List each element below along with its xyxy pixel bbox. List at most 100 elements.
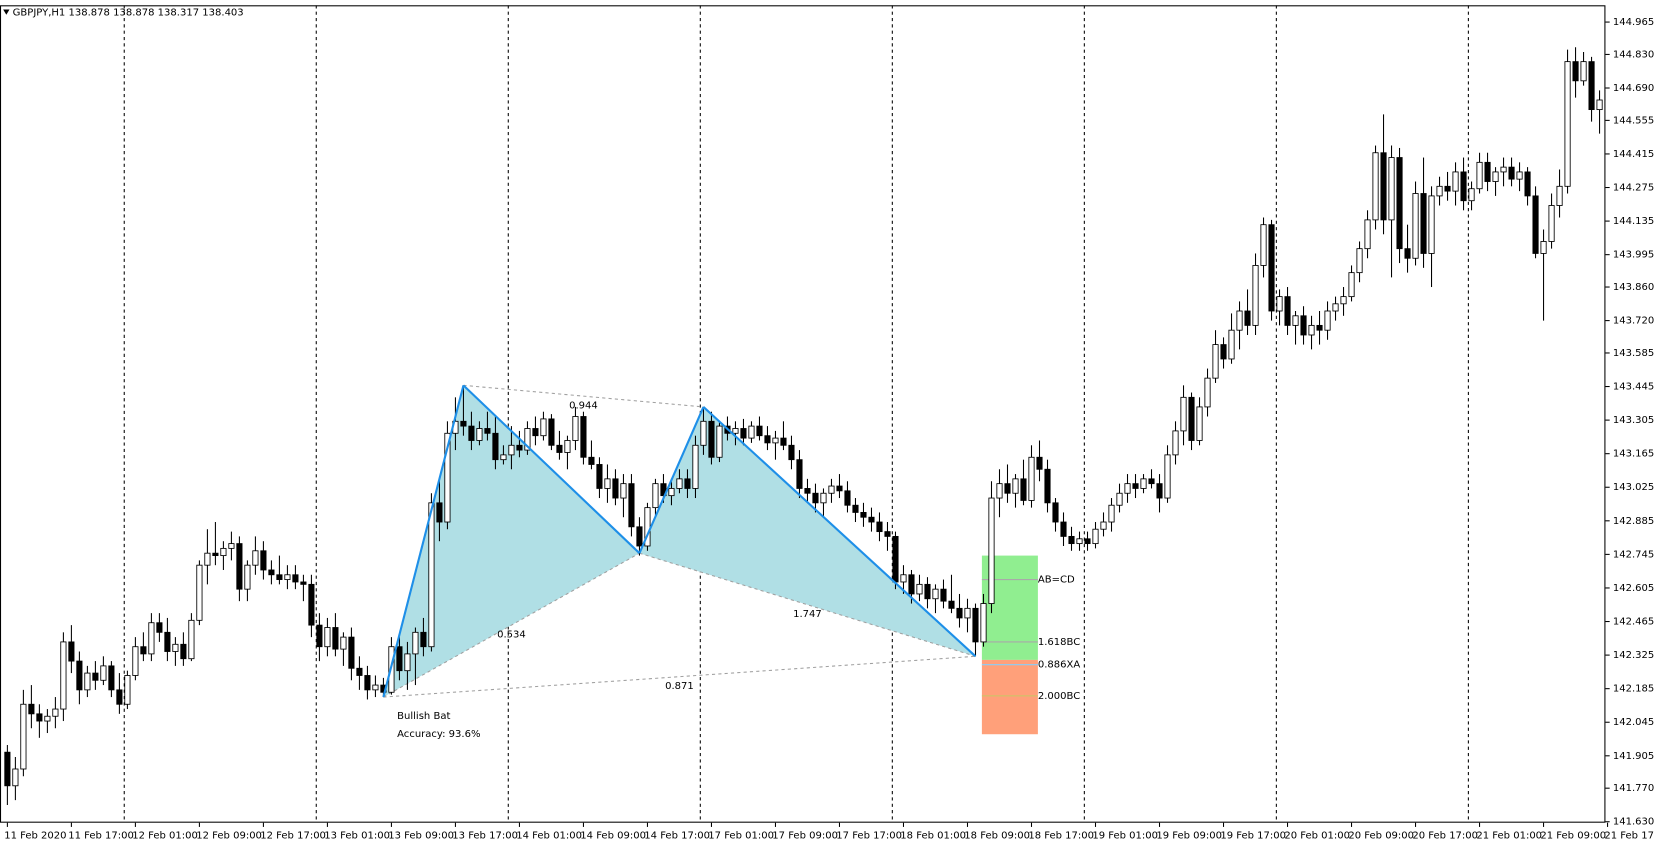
candle-body (612, 478, 619, 499)
x-tick-label: 13 Feb 01:00 (324, 830, 390, 841)
pattern-leg (638, 406, 705, 554)
candle-body (852, 504, 859, 513)
candle-body (268, 569, 275, 576)
candle-body (252, 550, 259, 566)
candle-body (564, 440, 571, 453)
candle-body (972, 607, 979, 643)
ratio-label: 0.944 (569, 401, 598, 412)
candle-body (164, 631, 171, 652)
candle-body (1500, 166, 1507, 173)
candle-body (92, 672, 99, 681)
candle-body (1260, 224, 1267, 266)
candle-body (1052, 502, 1059, 523)
candle-body (180, 643, 187, 660)
candle-body (532, 428, 539, 437)
y-tick-label: 144.965 (1613, 17, 1654, 28)
candle-body (1164, 454, 1171, 499)
candle-body (300, 581, 307, 585)
candle-body (1020, 478, 1027, 501)
candle-body (396, 646, 403, 672)
candle-body (876, 521, 883, 533)
candle-body (1276, 296, 1283, 312)
y-tick-label: 141.905 (1613, 751, 1654, 762)
candle-body (1220, 344, 1227, 360)
candle-body (44, 715, 51, 722)
x-tick-label: 21 Feb 17:00 (1604, 830, 1654, 841)
candle-body (908, 574, 915, 595)
candle-body (684, 478, 691, 489)
candle-body (36, 713, 43, 722)
pattern-leg (462, 384, 641, 554)
candle-body (868, 516, 875, 523)
y-tick-label: 142.745 (1613, 549, 1654, 560)
candle-body (188, 619, 195, 660)
candle-body (372, 684, 379, 691)
candle-body (1172, 430, 1179, 456)
candle-body (604, 478, 611, 489)
candle-body (1580, 61, 1587, 82)
y-tick-label: 142.465 (1613, 617, 1654, 628)
candle-body (844, 490, 851, 506)
candle-body (1380, 152, 1387, 221)
candle-body (1180, 396, 1187, 432)
candle-body (196, 564, 203, 621)
candle-body (900, 574, 907, 583)
candle-body (1084, 538, 1091, 545)
candle-body (996, 483, 1003, 499)
candle-body (76, 660, 83, 691)
candle-body (1188, 396, 1195, 441)
header-open: 138.878 (68, 8, 109, 19)
candle-body (1268, 224, 1275, 312)
candle-body (428, 502, 435, 648)
candle-body (1108, 504, 1115, 523)
candle-body (420, 631, 427, 648)
x-tick-label: 11 Feb 2020 (4, 830, 66, 841)
candle-body (932, 588, 939, 600)
candle-body (1060, 521, 1067, 537)
x-tick-label: 17 Feb 17:00 (836, 830, 902, 841)
y-tick-label: 142.185 (1613, 684, 1654, 695)
candle-body (1148, 478, 1155, 485)
candle-body (940, 588, 947, 602)
candle-body (484, 428, 491, 434)
x-tick-label: 14 Feb 17:00 (644, 830, 710, 841)
y-tick-label: 142.325 (1613, 650, 1654, 661)
candle-body (948, 600, 955, 609)
ratio-line (639, 552, 976, 657)
candle-body (108, 665, 115, 691)
candle-body (284, 574, 291, 580)
symbol: GBPJPY,H1 (13, 8, 66, 19)
candle-body (828, 485, 835, 494)
candle-body (1452, 171, 1459, 192)
x-tick-label: 17 Feb 01:00 (708, 830, 774, 841)
y-tick-label: 143.995 (1613, 250, 1654, 261)
candle-body (572, 416, 579, 441)
candle-body (436, 502, 443, 523)
y-tick-label: 143.720 (1613, 316, 1654, 327)
candle-body (1492, 171, 1499, 182)
candle-body (924, 583, 931, 600)
candle-body (1508, 166, 1515, 180)
candle-body (660, 483, 667, 497)
candle-body (628, 483, 635, 528)
ratio-line (383, 655, 976, 698)
candle-body (4, 751, 11, 787)
candle-body (1124, 483, 1131, 494)
candle-body (588, 456, 595, 465)
x-tick-label: 20 Feb 17:00 (1412, 830, 1478, 841)
y-tick-label: 143.585 (1613, 348, 1654, 359)
header: GBPJPY,H1 138.878 138.878 138.317 138.40… (3, 8, 244, 19)
candle-body (524, 428, 531, 451)
candle-body (492, 432, 499, 461)
candle-body (1284, 296, 1291, 326)
level-label: 0.886XA (1038, 660, 1081, 671)
y-tick-label: 142.045 (1613, 717, 1654, 728)
y-tick-label: 142.885 (1613, 516, 1654, 527)
ratio-line (383, 552, 640, 698)
header-text: GBPJPY,H1 138.878 138.878 138.317 138.40… (13, 8, 244, 19)
y-tick-label: 143.025 (1613, 482, 1654, 493)
candle-body (100, 665, 107, 681)
candle-body (1524, 171, 1531, 197)
